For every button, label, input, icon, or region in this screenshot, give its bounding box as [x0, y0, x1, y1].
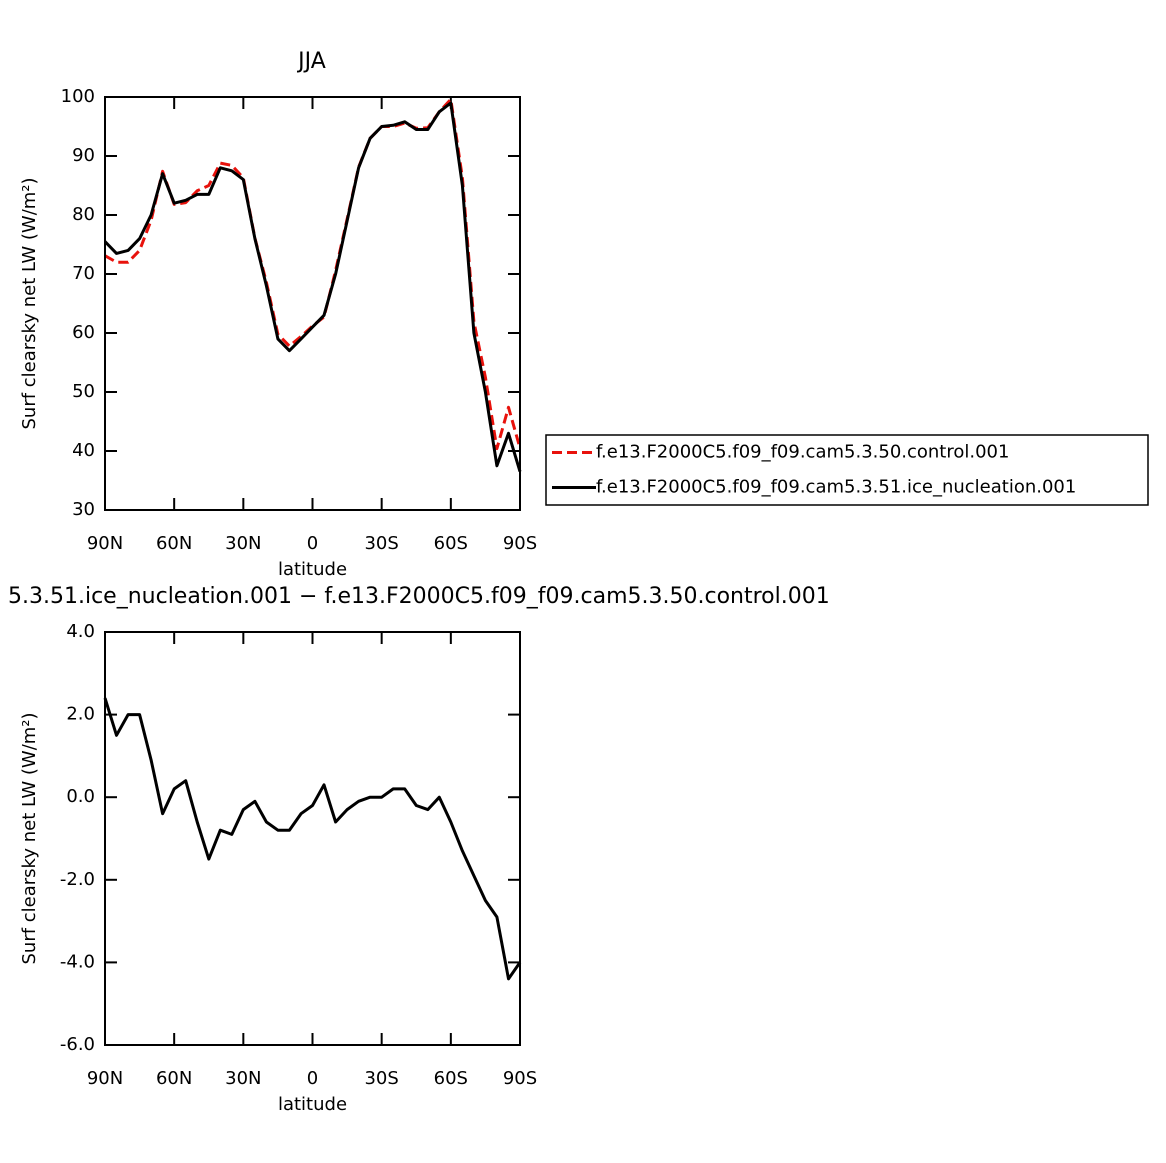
- x-tick-label: 0: [307, 1068, 318, 1089]
- data-line: [103, 697, 522, 981]
- y-tick-label: 0.0: [66, 786, 95, 807]
- legend-label: f.e13.F2000C5.f09_f09.cam5.3.51.ice_nucl…: [596, 477, 1076, 498]
- y-tick-label: 2.0: [66, 704, 95, 725]
- data-line: [103, 101, 522, 473]
- y-tick-label: 4.0: [66, 621, 95, 642]
- y-axis-label: Surf clearsky net LW (W/m²): [19, 177, 40, 429]
- y-tick-label: 70: [72, 263, 95, 284]
- plot-frame: [104, 631, 521, 1046]
- x-tick-label: 60S: [434, 1068, 468, 1089]
- plot-frame: [104, 96, 521, 511]
- x-tick-label: 90N: [87, 533, 123, 554]
- x-tick-label: 90N: [87, 1068, 123, 1089]
- x-axis-label: latitude: [278, 1094, 347, 1115]
- y-tick-label: 90: [72, 145, 95, 166]
- y-tick-label: 50: [72, 381, 95, 402]
- x-axis-label: latitude: [278, 559, 347, 580]
- y-tick-label: 30: [72, 499, 95, 520]
- x-tick-label: 30S: [364, 533, 398, 554]
- y-tick-label: 40: [72, 440, 95, 461]
- legend-box: [545, 434, 1149, 506]
- chart-title: 5.3.51.ice_nucleation.001 − f.e13.F2000C…: [8, 584, 830, 609]
- x-tick-label: 60N: [156, 1068, 192, 1089]
- y-tick-label: 100: [61, 86, 95, 107]
- x-tick-label: 30S: [364, 1068, 398, 1089]
- x-tick-label: 90S: [503, 1068, 537, 1089]
- x-tick-label: 30N: [225, 533, 261, 554]
- x-tick-label: 90S: [503, 533, 537, 554]
- legend-label: f.e13.F2000C5.f09_f09.cam5.3.50.control.…: [596, 442, 1009, 463]
- y-tick-label: 80: [72, 204, 95, 225]
- y-tick-label: -4.0: [60, 951, 95, 972]
- x-tick-label: 30N: [225, 1068, 261, 1089]
- y-axis-label: Surf clearsky net LW (W/m²): [19, 712, 40, 964]
- x-tick-label: 0: [307, 533, 318, 554]
- y-tick-label: 60: [72, 322, 95, 343]
- x-tick-label: 60S: [434, 533, 468, 554]
- chart-title: JJA: [296, 49, 326, 74]
- y-tick-label: -2.0: [60, 869, 95, 890]
- y-tick-label: -6.0: [60, 1034, 95, 1055]
- x-tick-label: 60N: [156, 533, 192, 554]
